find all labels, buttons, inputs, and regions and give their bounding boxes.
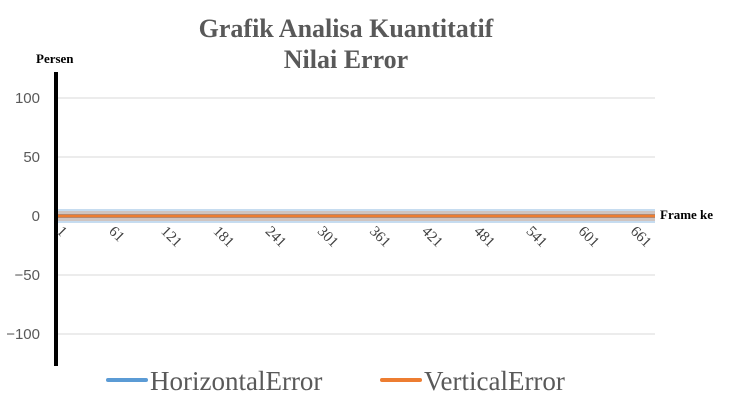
y-tick-label: 100	[15, 90, 40, 107]
x-tick-label: 421	[418, 224, 445, 251]
x-tick-label: 241	[262, 223, 289, 250]
x-tick-label: 361	[366, 223, 393, 250]
legend-item-1: HorizontalError	[106, 366, 322, 396]
chart-title-line-2: Nilai Error	[284, 45, 408, 74]
y-tick-label: 50	[23, 149, 40, 166]
x-tick-label: 301	[314, 224, 341, 251]
x-tick-label: 541	[523, 223, 550, 250]
legend-label: VerticalError	[424, 366, 565, 396]
legend-item-2: VerticalError	[380, 366, 565, 396]
x-tick-label: 481	[470, 224, 497, 251]
y-tick-label: 0	[32, 208, 40, 225]
y-tick-label: −100	[6, 326, 40, 343]
x-axis-label: Frame ke	[660, 207, 713, 222]
x-tick-label: 601	[575, 224, 602, 251]
y-tick-label: −50	[15, 267, 40, 284]
y-axis-label: Persen	[36, 51, 74, 66]
x-tick-label: 661	[627, 224, 654, 251]
chart-title-line-1: Grafik Analisa Kuantitatif	[199, 14, 494, 43]
x-tick-label: 181	[210, 224, 237, 251]
x-tick-label: 121	[157, 224, 184, 251]
legend-label: HorizontalError	[150, 366, 322, 396]
x-tick-label: 61	[105, 223, 127, 245]
